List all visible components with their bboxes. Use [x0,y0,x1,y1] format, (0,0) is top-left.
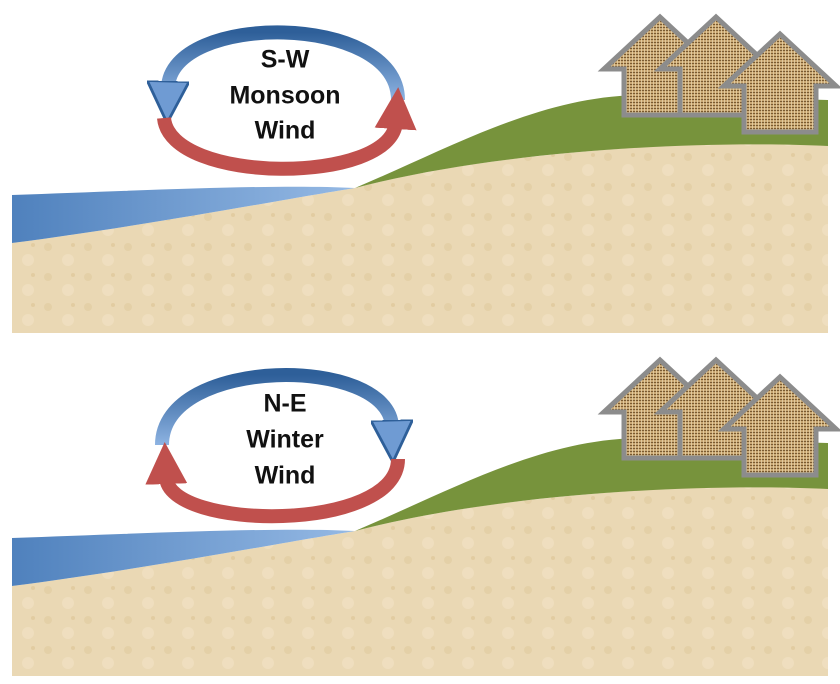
wind-arrow [145,442,405,524]
panel-monsoon: S-W Monsoon Wind [12,17,836,333]
wind-arrow [168,25,405,100]
label-line: Monsoon [229,82,340,110]
wind-arrow [157,87,417,176]
landscape [12,360,836,676]
landscape [12,17,836,333]
panel-winter: N-E Winter Wind [12,360,836,676]
wind-arrow [155,368,392,445]
label-line: Wind [255,117,316,145]
label-line: N-E [263,390,306,418]
label-line: S-W [261,46,310,74]
label-line: Winter [246,426,324,454]
label-line: Wind [255,462,316,490]
